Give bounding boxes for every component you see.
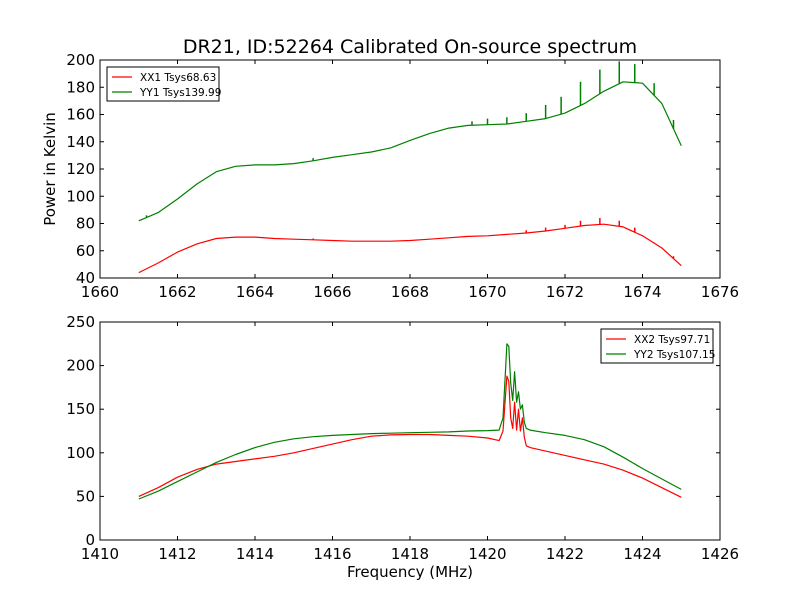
y-axis-label: Power in Kelvin xyxy=(41,112,59,226)
x-tick-label: 1660 xyxy=(81,283,119,301)
legend-label: YY2 Tsys107.15 xyxy=(633,349,715,361)
y-tick-label: 120 xyxy=(66,160,95,178)
x-tick-label: 1412 xyxy=(158,545,196,563)
legend: XX1 Tsys68.63 YY1 Tsys139.99 xyxy=(106,66,221,102)
x-tick-label: 1424 xyxy=(623,545,661,563)
chart-title: DR21, ID:52264 Calibrated On-source spec… xyxy=(183,36,637,58)
y-tick-label: 160 xyxy=(66,106,95,124)
top-spectrum-chart: DR21, ID:52264 Calibrated On-source spec… xyxy=(41,36,739,301)
series-line xyxy=(138,375,682,498)
x-tick-label: 1666 xyxy=(313,283,351,301)
y-tick-label: 0 xyxy=(85,531,95,549)
x-tick-label: 1662 xyxy=(158,283,196,301)
x-tick-label: 1670 xyxy=(468,283,506,301)
y-tick-label: 80 xyxy=(76,215,95,233)
legend-label: XX2 Tsys97.71 xyxy=(634,334,710,346)
series-line xyxy=(138,223,682,274)
y-tick-label: 60 xyxy=(76,242,95,260)
legend: XX2 Tsys97.71 YY2 Tsys107.15 xyxy=(600,328,715,364)
bottom-spectrum-chart: Frequency (MHz) 1410 1412 1414 1416 1418 1420… xyxy=(66,313,739,581)
x-tick-label: 1674 xyxy=(623,283,661,301)
series-line xyxy=(138,81,682,222)
y-tick-label: 150 xyxy=(66,400,95,418)
plot-area: 1660 1662 1664 1666 1668 1670 1672 1674 1676 40 60… xyxy=(66,51,739,301)
legend-box xyxy=(600,328,714,364)
plot-area: 1410 1412 1414 1416 1418 1420 1422 1424 1426 0 50 1… xyxy=(66,313,739,563)
y-tick-label: 50 xyxy=(76,487,95,505)
x-tick-label: 1664 xyxy=(236,283,274,301)
y-tick-label: 200 xyxy=(66,357,95,375)
y-tick-label: 250 xyxy=(66,313,95,331)
x-tick-label: 1426 xyxy=(701,545,739,563)
x-tick-label: 1418 xyxy=(391,545,429,563)
series-line xyxy=(138,343,682,500)
x-tick-label: 1410 xyxy=(81,545,119,563)
x-axis-label: Frequency (MHz) xyxy=(347,563,473,581)
y-tick-label: 200 xyxy=(66,51,95,69)
y-tick-label: 40 xyxy=(76,269,95,287)
x-tick-label: 1420 xyxy=(468,545,506,563)
legend-label: XX1 Tsys68.63 xyxy=(140,72,216,84)
y-tick-label: 140 xyxy=(66,133,95,151)
x-tick-label: 1416 xyxy=(313,545,351,563)
x-tick-label: 1676 xyxy=(701,283,739,301)
x-tick-label: 1668 xyxy=(391,283,429,301)
y-tick-label: 180 xyxy=(66,78,95,96)
y-tick-label: 100 xyxy=(66,444,95,462)
legend-label: YY1 Tsys139.99 xyxy=(139,87,221,99)
x-tick-label: 1422 xyxy=(546,545,584,563)
y-tick-label: 100 xyxy=(66,187,95,205)
x-tick-label: 1672 xyxy=(546,283,584,301)
x-tick-label: 1414 xyxy=(236,545,274,563)
legend-box xyxy=(106,66,220,102)
